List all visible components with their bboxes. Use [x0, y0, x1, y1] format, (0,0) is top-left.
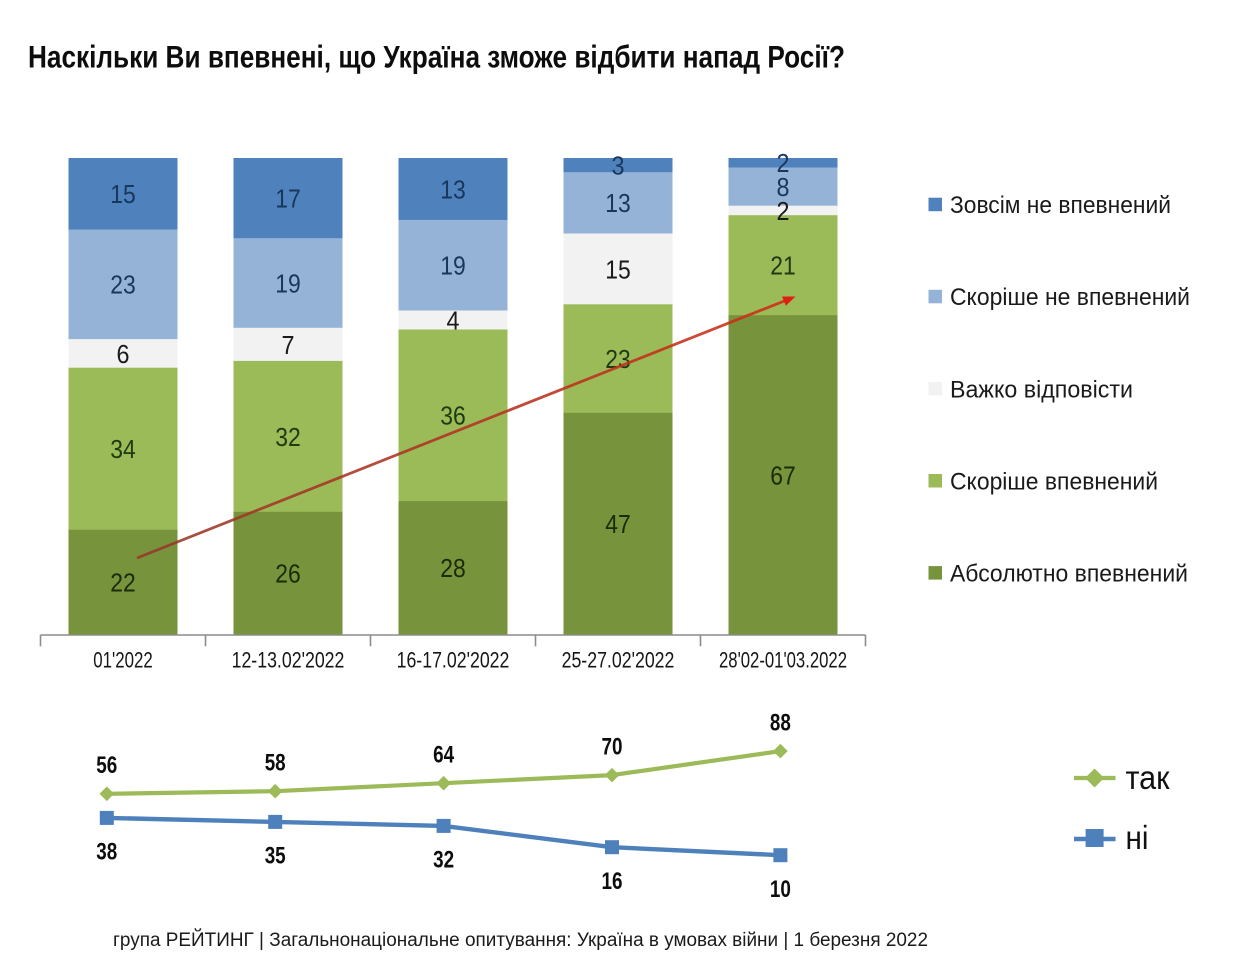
svg-text:58: 58 — [265, 750, 286, 777]
svg-text:2: 2 — [777, 148, 790, 178]
svg-text:Зовсім не впевнений: Зовсім не впевнений — [950, 192, 1171, 219]
svg-text:01'2022: 01'2022 — [93, 648, 153, 673]
svg-text:Абсолютно впевнений: Абсолютно впевнений — [950, 561, 1188, 588]
svg-text:ні: ні — [1126, 820, 1149, 857]
svg-text:10: 10 — [770, 876, 791, 903]
svg-text:67: 67 — [770, 460, 796, 490]
svg-text:38: 38 — [96, 839, 117, 866]
svg-text:28: 28 — [440, 553, 466, 583]
svg-text:17: 17 — [275, 184, 301, 214]
svg-text:7: 7 — [282, 330, 295, 360]
svg-text:12-13.02'2022: 12-13.02'2022 — [232, 648, 345, 673]
svg-text:23: 23 — [110, 270, 136, 300]
svg-text:35: 35 — [265, 843, 286, 870]
svg-text:так: так — [1126, 760, 1170, 797]
svg-text:15: 15 — [110, 179, 136, 209]
svg-text:Важко відповісти: Важко відповісти — [950, 376, 1133, 403]
svg-text:47: 47 — [605, 509, 631, 539]
svg-text:25-27.02'2022: 25-27.02'2022 — [562, 648, 675, 673]
svg-text:64: 64 — [433, 742, 455, 769]
svg-text:Скоріше не впевнений: Скоріше не впевнений — [950, 284, 1190, 311]
svg-text:21: 21 — [770, 251, 796, 281]
svg-text:2: 2 — [777, 196, 790, 226]
svg-text:8: 8 — [777, 172, 790, 202]
svg-text:70: 70 — [602, 733, 623, 760]
svg-text:88: 88 — [770, 709, 791, 736]
svg-text:Наскільки Ви впевнені, що Укра: Наскільки Ви впевнені, що Україна зможе … — [28, 39, 845, 75]
svg-text:56: 56 — [96, 752, 117, 779]
svg-text:група РЕЙТИНГ | Загальнонаціон: група РЕЙТИНГ | Загальнонаціональне опит… — [113, 929, 928, 951]
svg-text:28'02-01'03.2022: 28'02-01'03.2022 — [719, 648, 847, 673]
svg-text:26: 26 — [275, 559, 301, 589]
svg-text:36: 36 — [440, 401, 466, 431]
svg-text:19: 19 — [440, 251, 466, 281]
svg-text:19: 19 — [275, 268, 301, 298]
svg-text:15: 15 — [605, 254, 631, 284]
svg-text:32: 32 — [433, 847, 454, 874]
svg-text:4: 4 — [447, 305, 460, 335]
svg-text:32: 32 — [275, 422, 301, 452]
svg-text:Скоріше впевнений: Скоріше впевнений — [950, 468, 1158, 495]
svg-text:16-17.02'2022: 16-17.02'2022 — [397, 648, 510, 673]
svg-text:3: 3 — [612, 151, 625, 181]
svg-text:16: 16 — [602, 868, 623, 895]
svg-text:13: 13 — [605, 188, 631, 218]
svg-text:34: 34 — [110, 434, 136, 464]
svg-text:13: 13 — [440, 174, 466, 204]
svg-text:6: 6 — [117, 339, 130, 369]
svg-text:22: 22 — [110, 568, 136, 598]
